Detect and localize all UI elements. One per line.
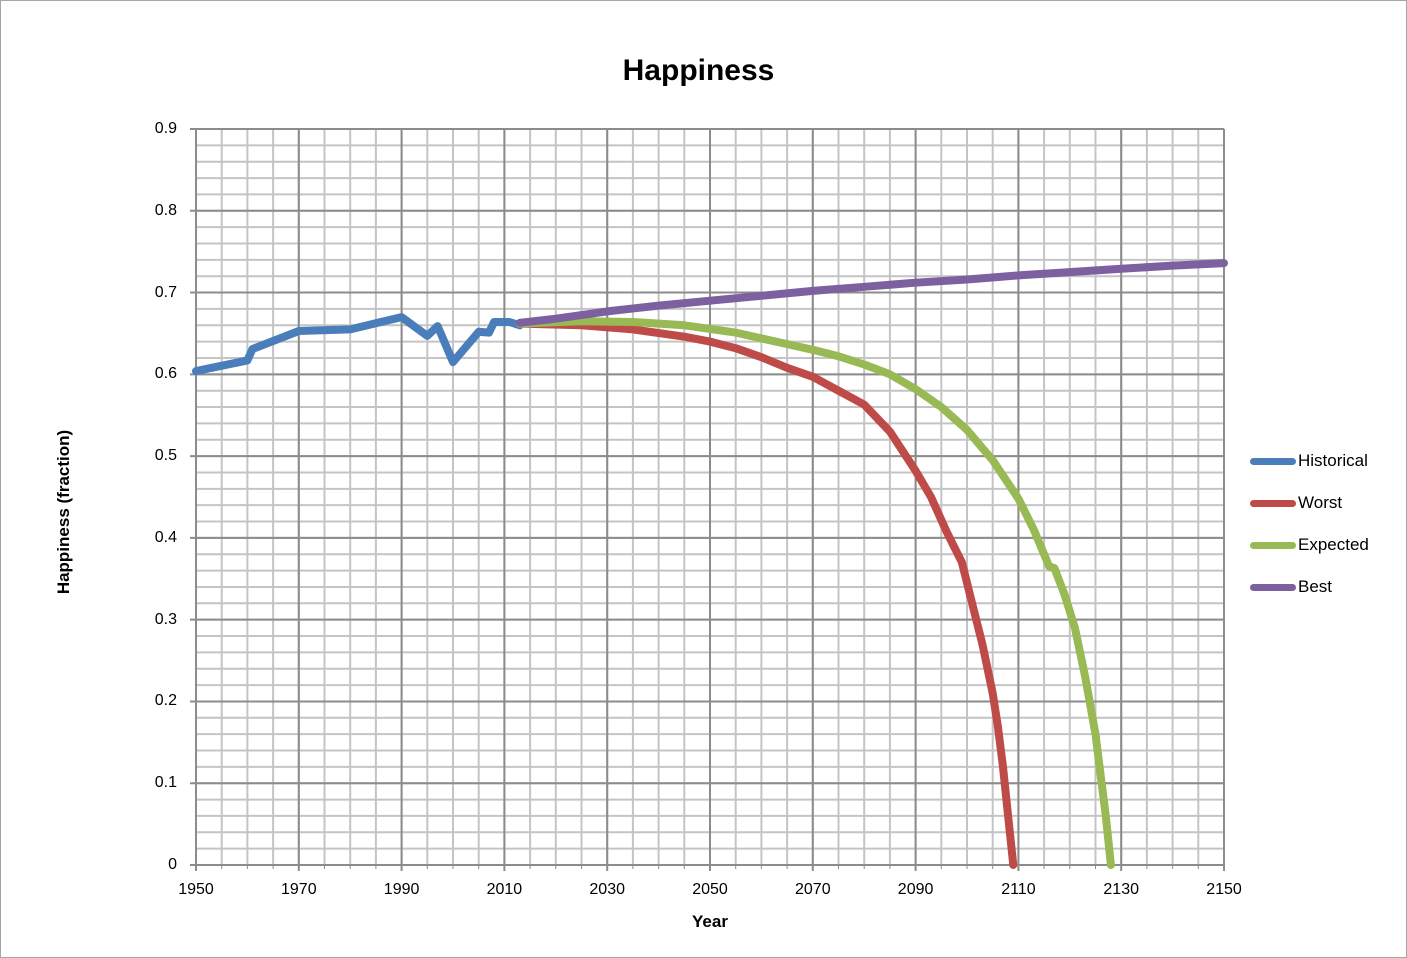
y-tick-label: 0.3 <box>154 610 177 628</box>
series-line-expected <box>515 317 1115 869</box>
x-tick-label: 2110 <box>1001 881 1036 898</box>
x-tick-label: 1970 <box>281 881 317 898</box>
x-axis-label: Year <box>692 912 728 931</box>
x-tick-label: 2130 <box>1103 881 1139 898</box>
series-line-worst <box>515 319 1018 869</box>
series-line-best <box>515 259 1228 327</box>
y-tick-label: 0.4 <box>154 528 177 546</box>
legend-item-best: Best <box>1250 566 1369 608</box>
y-tick-label: 0.2 <box>154 692 177 710</box>
series-line-historical <box>192 313 524 376</box>
legend: Historical Worst Expected Best <box>1250 440 1369 608</box>
x-tick-label: 2090 <box>897 881 934 898</box>
y-tick-label: 0.9 <box>154 120 177 137</box>
y-tick-label: 0.6 <box>154 365 177 383</box>
legend-item-expected: Expected <box>1250 524 1369 566</box>
y-tick-label: 0.7 <box>154 283 177 301</box>
legend-swatch-historical <box>1250 457 1296 465</box>
x-tick-label: 2010 <box>486 881 523 898</box>
legend-label: Worst <box>1298 493 1343 512</box>
x-tick-label: 2050 <box>692 881 728 898</box>
x-tick-label: 2070 <box>795 881 831 898</box>
y-tick-label: 0.8 <box>154 201 177 219</box>
legend-label: Historical <box>1298 451 1368 470</box>
legend-label: Best <box>1298 577 1333 596</box>
legend-item-historical: Historical <box>1250 440 1369 482</box>
chart-title: Happiness <box>622 54 775 87</box>
y-axis-label: Happiness (fraction) <box>54 429 73 595</box>
x-tick-label: 2030 <box>589 881 625 898</box>
x-tick-label: 2150 <box>1206 881 1242 898</box>
y-tick-label: 0.1 <box>154 774 177 792</box>
y-tick-label: 0 <box>168 856 177 873</box>
y-tick-label: 0.5 <box>154 447 177 465</box>
legend-item-worst: Worst <box>1250 482 1369 524</box>
legend-label: Expected <box>1298 535 1369 554</box>
legend-swatch-worst <box>1250 499 1296 507</box>
x-tick-label: 1990 <box>383 881 420 898</box>
x-tick-label: 1950 <box>178 881 214 898</box>
legend-swatch-best <box>1250 583 1296 591</box>
legend-swatch-expected <box>1250 541 1296 549</box>
